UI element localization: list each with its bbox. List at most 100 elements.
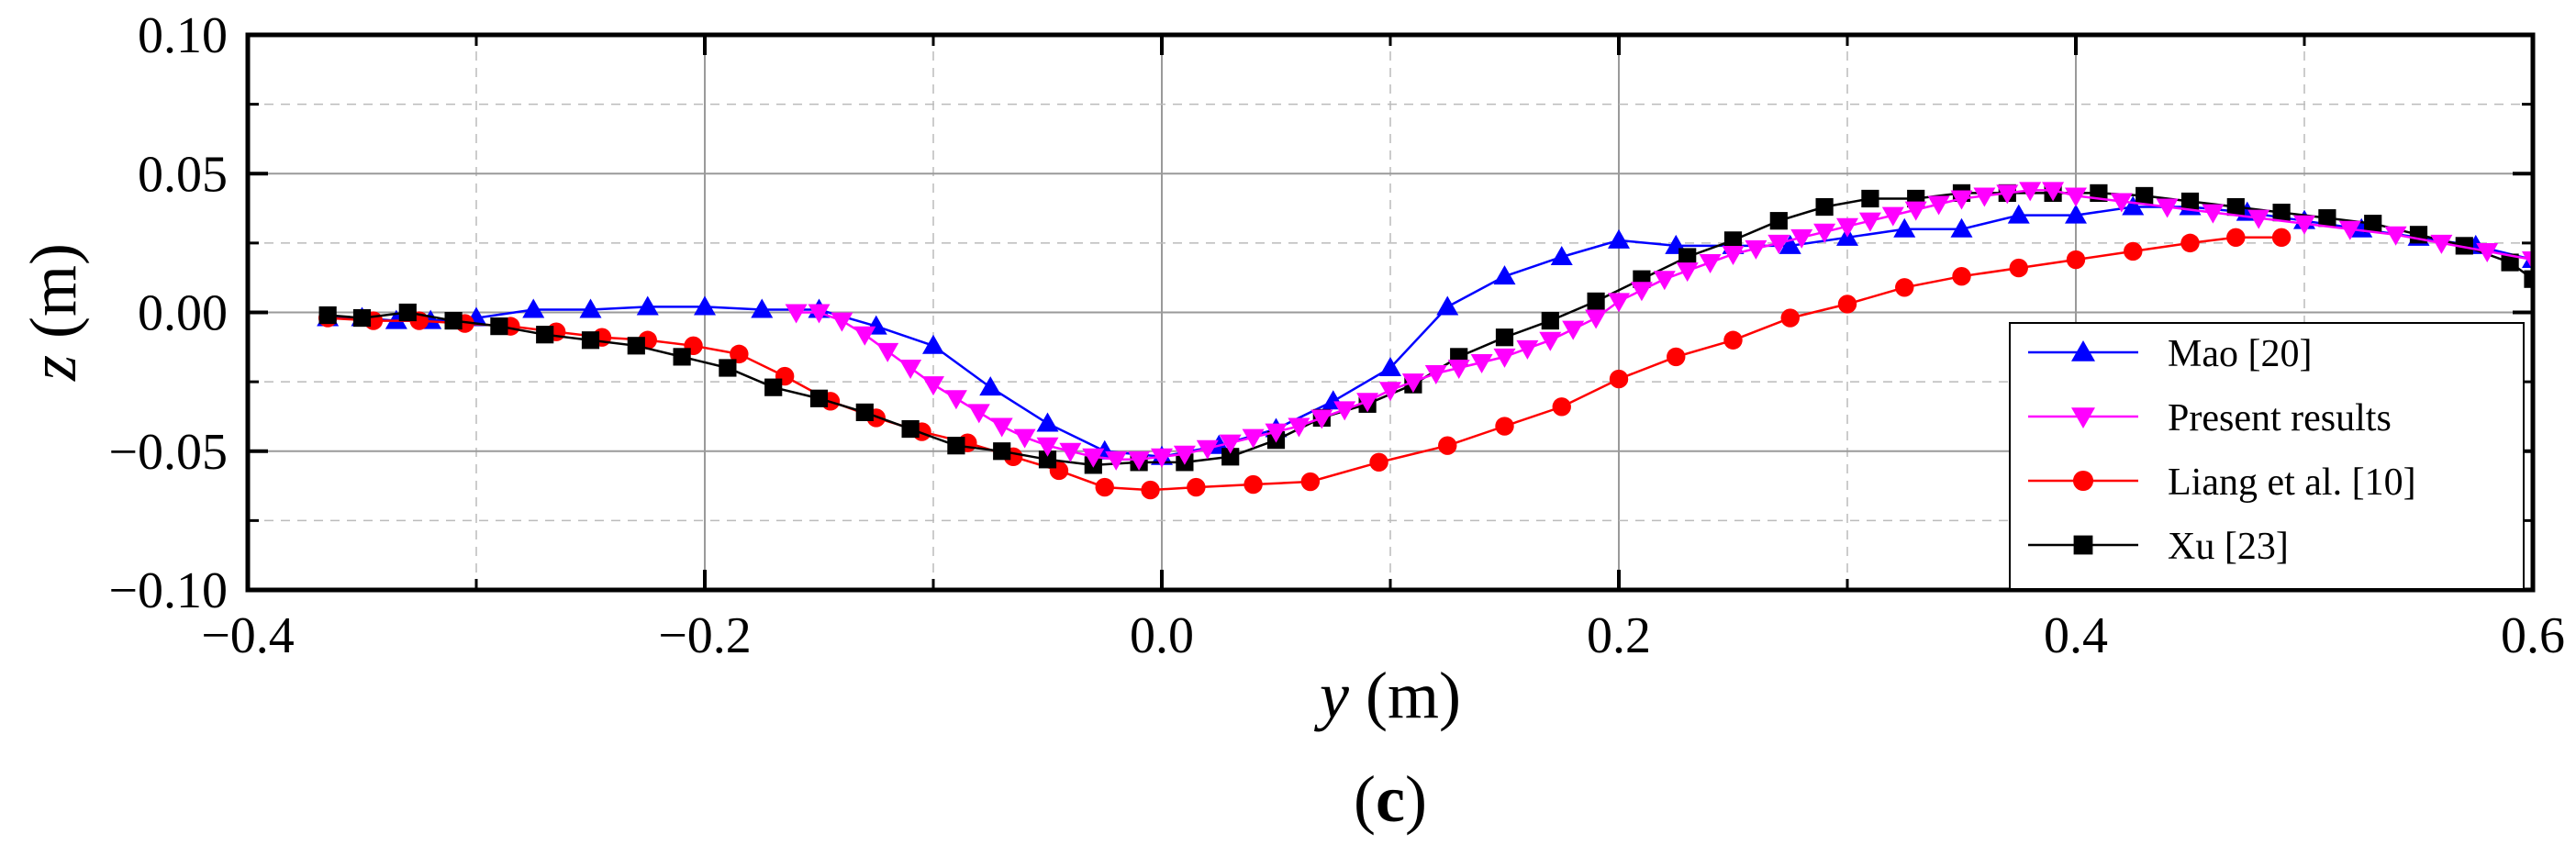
data-point-present-results — [2522, 251, 2533, 272]
data-point-liang-et-al-10 — [1552, 397, 1571, 417]
data-point-present-results — [785, 304, 808, 324]
data-point-liang-et-al-10 — [1438, 436, 1457, 455]
data-point-present-results — [1539, 331, 1562, 351]
data-point-mao-20 — [1436, 295, 1459, 316]
series-xu-23 — [318, 183, 2533, 474]
data-point-xu-23 — [1541, 311, 1559, 330]
data-point-present-results — [1470, 353, 1493, 373]
data-point-mao-20 — [2122, 195, 2145, 216]
data-point-present-results — [1836, 217, 1858, 238]
legend-label: Present results — [2168, 397, 2392, 439]
legend-entry-mao-20: Mao [20] — [2028, 333, 2312, 375]
data-point-xu-23 — [764, 378, 783, 396]
data-point-mao-20 — [922, 334, 944, 354]
data-point-present-results — [1242, 428, 1265, 449]
data-point-mao-20 — [1550, 246, 1573, 265]
data-point-present-results — [2019, 182, 2042, 202]
data-point-present-results — [1424, 365, 1447, 385]
data-point-xu-23 — [1815, 197, 1834, 217]
legend-entries: Mao [20] Present results Liang et al. [10]… — [2028, 333, 2416, 568]
data-point-mao-20 — [751, 298, 774, 318]
data-point-present-results — [853, 326, 876, 346]
data-point-mao-20 — [522, 298, 545, 318]
data-point-xu-23 — [993, 442, 1011, 461]
x-tick-label: −0.4 — [201, 607, 295, 664]
series-line-liang-et-al-10 — [328, 236, 2282, 492]
data-point-liang-et-al-10 — [1187, 477, 1206, 497]
data-point-present-results — [1630, 282, 1653, 302]
data-point-xu-23 — [1038, 450, 1057, 469]
y-tick-label: 0.00 — [138, 285, 228, 342]
data-point-present-results — [1676, 262, 1699, 283]
data-point-liang-et-al-10 — [2271, 228, 2292, 248]
data-point-xu-23 — [809, 389, 829, 407]
y-axis-label: z (m) — [17, 243, 90, 382]
data-point-present-results — [2065, 187, 2087, 207]
data-point-present-results — [2293, 215, 2315, 235]
data-point-xu-23 — [2226, 197, 2245, 217]
data-point-present-results — [2430, 234, 2453, 254]
data-point-xu-23 — [2364, 215, 2382, 233]
data-point-present-results — [1858, 212, 1881, 232]
data-point-xu-23 — [2524, 270, 2533, 288]
data-point-present-results — [2384, 226, 2407, 246]
data-point-present-results — [1813, 223, 1836, 243]
data-point-xu-23 — [2272, 204, 2291, 222]
data-point-present-results — [1927, 195, 1950, 216]
data-point-present-results — [1333, 401, 1356, 421]
data-point-xu-23 — [398, 303, 417, 322]
legend-label: Liang et al. [10] — [2168, 461, 2416, 504]
panel-label: (c) — [1354, 762, 1427, 836]
y-tick-label: 0.05 — [138, 146, 228, 203]
data-point-mao-20 — [694, 295, 716, 316]
data-point-present-results — [1310, 409, 1333, 429]
data-point-present-results — [1265, 423, 1288, 443]
data-point-present-results — [1288, 417, 1310, 438]
data-point-present-results — [1904, 201, 1927, 221]
legend-entry-xu-23: Xu [23] — [2028, 526, 2289, 568]
data-point-liang-et-al-10 — [1952, 266, 1971, 286]
data-point-present-results — [1653, 271, 1676, 291]
data-point-present-results — [967, 404, 990, 424]
x-tick-label: 0.4 — [2044, 607, 2108, 664]
y-tick-label: 0.10 — [138, 7, 228, 64]
data-point-present-results — [922, 376, 944, 396]
series-present-results — [785, 182, 2533, 471]
y-tick-label: −0.10 — [108, 562, 228, 619]
data-point-liang-et-al-10 — [1895, 278, 1914, 297]
data-point-present-results — [2247, 209, 2270, 229]
data-point-liang-et-al-10 — [1243, 474, 1263, 495]
data-point-mao-20 — [1950, 217, 1973, 238]
data-point-present-results — [1790, 228, 1813, 249]
data-point-xu-23 — [1587, 292, 1605, 310]
x-tick-label: 0.6 — [2501, 607, 2565, 664]
data-point-xu-23 — [2318, 209, 2336, 228]
data-point-mao-20 — [1779, 234, 1801, 254]
legend-label: Xu [23] — [2168, 526, 2289, 568]
legend-marker — [2073, 535, 2093, 555]
data-point-present-results — [1562, 320, 1585, 340]
data-point-present-results — [2110, 193, 2133, 213]
data-point-present-results — [1082, 448, 1105, 468]
data-point-present-results — [808, 304, 831, 324]
data-point-xu-23 — [352, 308, 372, 328]
data-point-mao-20 — [636, 295, 659, 316]
data-point-xu-23 — [673, 348, 691, 366]
data-point-liang-et-al-10 — [1300, 472, 1321, 492]
data-point-xu-23 — [947, 437, 965, 455]
data-point-present-results — [1585, 309, 1608, 329]
data-point-xu-23 — [2501, 253, 2519, 272]
data-point-present-results — [1608, 293, 1630, 313]
data-point-mao-20 — [385, 309, 407, 329]
data-point-liang-et-al-10 — [1667, 347, 1686, 367]
data-point-present-results — [1973, 187, 1996, 207]
data-point-mao-20 — [2007, 204, 2030, 224]
data-point-xu-23 — [901, 419, 920, 439]
data-point-present-results — [1356, 393, 1379, 413]
data-point-present-results — [1379, 382, 1401, 402]
x-axis-label: y (m) — [1313, 659, 1461, 732]
legend-marker — [2071, 407, 2095, 428]
data-point-xu-23 — [490, 317, 508, 336]
data-point-present-results — [1173, 445, 1196, 465]
